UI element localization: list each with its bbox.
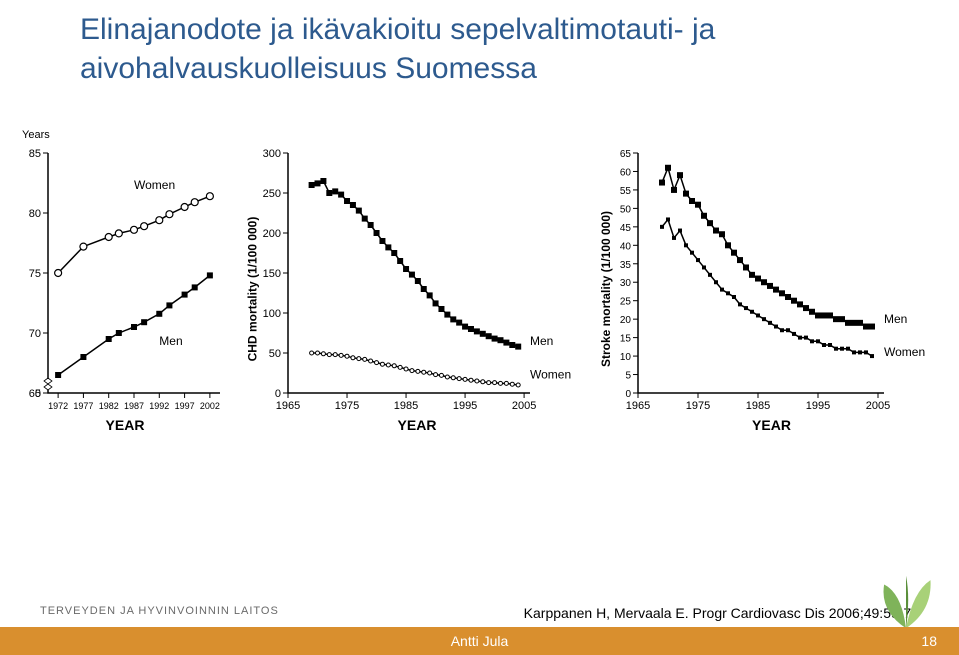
svg-text:1985: 1985 <box>746 400 770 412</box>
svg-text:15: 15 <box>620 334 632 345</box>
svg-text:1997: 1997 <box>175 401 195 411</box>
svg-text:Women: Women <box>134 178 175 192</box>
svg-text:35: 35 <box>620 260 632 271</box>
svg-text:1965: 1965 <box>626 400 650 412</box>
svg-text:Women: Women <box>530 368 571 382</box>
chart1-x-label: YEAR <box>20 417 230 433</box>
chart2-x-label: YEAR <box>250 417 585 433</box>
svg-text:Men: Men <box>530 334 553 348</box>
svg-text:5: 5 <box>625 371 631 382</box>
svg-text:150: 150 <box>262 268 280 280</box>
svg-text:75: 75 <box>29 268 41 280</box>
svg-text:70: 70 <box>29 328 41 340</box>
svg-text:2005: 2005 <box>511 400 535 412</box>
svg-text:1972: 1972 <box>48 401 68 411</box>
chart2-svg: 0 50 100 150 200 250 300 1965 1975 1985 1995 2005 Me… <box>250 145 585 415</box>
svg-text:50: 50 <box>620 204 632 215</box>
svg-text:10: 10 <box>620 352 632 363</box>
svg-text:1965: 1965 <box>275 400 299 412</box>
svg-text:Men: Men <box>159 334 182 348</box>
svg-text:1992: 1992 <box>149 401 169 411</box>
chart1-y-unit: Years <box>22 129 50 141</box>
svg-text:1995: 1995 <box>806 400 830 412</box>
svg-text:50: 50 <box>268 348 280 360</box>
svg-text:100: 100 <box>262 308 280 320</box>
svg-text:0: 0 <box>35 388 41 400</box>
svg-text:2002: 2002 <box>200 401 220 411</box>
svg-text:2005: 2005 <box>866 400 890 412</box>
chd-mortality-chart: CHD mortality (1/100 000) 05010015020025… <box>250 145 585 433</box>
svg-text:80: 80 <box>29 208 41 220</box>
chart3-svg: 0 5 10 15 20 25 30 35 40 45 50 55 60 65 1965 1975 1985 19… <box>604 145 939 415</box>
svg-text:200: 200 <box>262 228 280 240</box>
svg-text:1995: 1995 <box>452 400 476 412</box>
footer-page-number: 18 <box>921 633 937 649</box>
svg-text:300: 300 <box>262 148 280 160</box>
svg-text:60: 60 <box>620 167 632 178</box>
svg-text:Women: Women <box>884 345 925 359</box>
svg-text:Men: Men <box>884 312 907 326</box>
svg-text:250: 250 <box>262 188 280 200</box>
svg-text:1987: 1987 <box>124 401 144 411</box>
svg-text:55: 55 <box>620 186 632 197</box>
footer-author: Antti Jula <box>451 633 509 649</box>
svg-text:45: 45 <box>620 223 632 234</box>
life-expectancy-chart: Years 6570758085019721977198219871992199… <box>20 145 230 433</box>
svg-text:1977: 1977 <box>73 401 93 411</box>
svg-text:20: 20 <box>620 315 632 326</box>
chart3-x-label: YEAR <box>604 417 939 433</box>
page-title: Elinajanodote ja ikävakioitu sepelvaltim… <box>80 10 919 88</box>
svg-text:85: 85 <box>29 148 41 160</box>
svg-text:1975: 1975 <box>686 400 710 412</box>
chart1-svg: 657075808501972197719821987199219972002W… <box>20 145 230 415</box>
stroke-mortality-chart: Stroke mortality (1/100 000) 05101520253… <box>604 145 939 433</box>
chart2-y-label: CHD mortality (1/100 000) <box>245 217 259 362</box>
footer: Antti Jula 18 <box>0 613 959 655</box>
charts-row: Years 6570758085019721977198219871992199… <box>20 145 939 433</box>
svg-text:25: 25 <box>620 297 632 308</box>
svg-text:1975: 1975 <box>334 400 358 412</box>
svg-text:0: 0 <box>274 388 280 400</box>
svg-text:65: 65 <box>620 149 632 160</box>
svg-text:40: 40 <box>620 241 632 252</box>
svg-text:1985: 1985 <box>393 400 417 412</box>
svg-text:0: 0 <box>625 389 631 400</box>
chart3-y-label: Stroke mortality (1/100 000) <box>599 211 613 367</box>
svg-text:1982: 1982 <box>99 401 119 411</box>
svg-text:30: 30 <box>620 278 632 289</box>
